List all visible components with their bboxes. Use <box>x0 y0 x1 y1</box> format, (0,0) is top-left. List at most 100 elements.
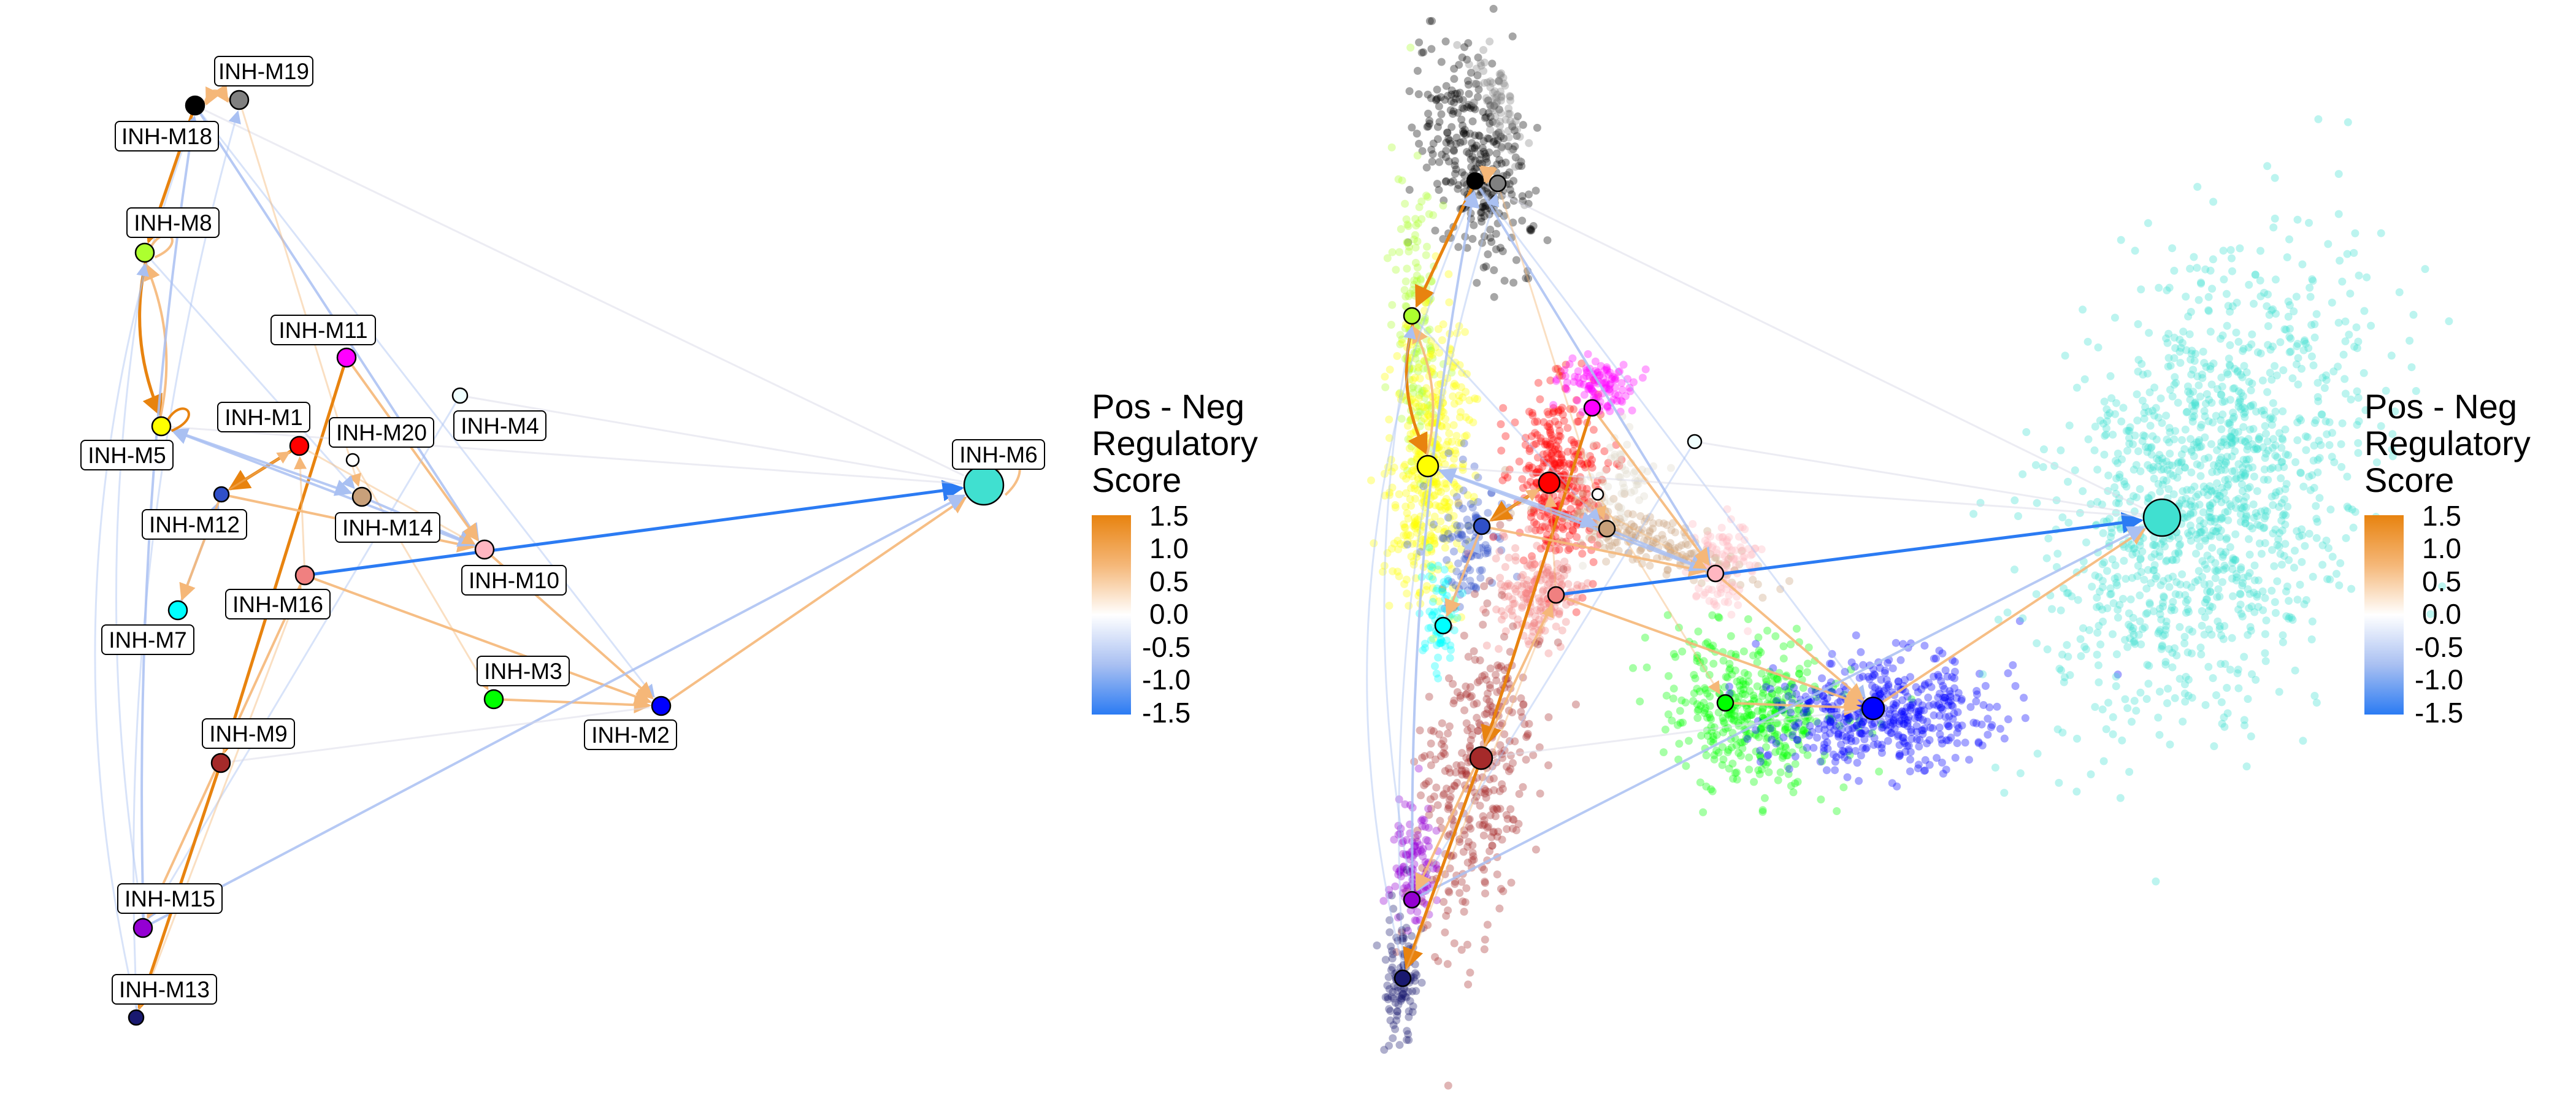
cell-point-inh-m2 <box>1834 699 1842 707</box>
cell-point-inh-m14 <box>1572 477 1581 485</box>
node-inh-m5[interactable] <box>151 416 172 437</box>
cell-point-inh-m1 <box>1554 406 1563 415</box>
cell-point-inh-m9 <box>1474 727 1482 735</box>
cell-point-inh-m10 <box>1709 597 1718 606</box>
cell-point-inh-m20 <box>1616 456 1624 465</box>
node-inh-m12[interactable] <box>213 486 230 503</box>
cell-point-inh-m16 <box>1548 572 1557 580</box>
cell-point-inh-m7 <box>1439 578 1448 586</box>
label-box <box>112 974 217 1005</box>
cell-point-inh-m18 <box>1508 122 1517 131</box>
node-inh-m20[interactable] <box>345 453 360 467</box>
cell-point-inh-m2 <box>1855 673 1864 682</box>
cell-point-inh-m6 <box>2224 302 2233 310</box>
cell-point-inh-m12 <box>1448 533 1457 542</box>
cell-point-inh-m18 <box>1432 96 1440 104</box>
node-inh-m3[interactable] <box>483 689 504 710</box>
cell-point-inh-m6 <box>2310 483 2318 492</box>
cell-point-inh-m6 <box>2287 334 2295 343</box>
cell-point-inh-m5 <box>1384 463 1392 472</box>
cell-point-inh-m6 <box>2109 713 2117 721</box>
cell-point-inh-m5 <box>1430 536 1438 545</box>
cell-point-inh-m6 <box>2043 645 2052 654</box>
cell-point-inh-m5 <box>1428 364 1436 373</box>
cell-point-inh-m7 <box>1438 604 1446 613</box>
node-inh-m15[interactable] <box>132 918 153 938</box>
cell-point-inh-m5 <box>1386 488 1394 497</box>
cell-point-inh-m9 <box>1468 856 1476 865</box>
cell-point-inh-m16 <box>1528 556 1536 564</box>
node-inh-m2[interactable] <box>651 696 672 716</box>
cell-point-inh-m6 <box>2064 589 2072 597</box>
cell-point-inh-m6 <box>2338 277 2347 286</box>
cell-point-inh-m16 <box>1523 562 1531 570</box>
cell-point-inh-m14 <box>1646 528 1654 536</box>
cell-point-inh-m6 <box>2187 308 2195 316</box>
cell-point-inh-m16 <box>1495 547 1504 556</box>
cell-point-inh-m1 <box>1537 437 1546 446</box>
cell-point-inh-m8 <box>1428 354 1437 362</box>
cell-point-inh-m5 <box>1402 489 1410 497</box>
cell-point-inh-m9 <box>1462 682 1470 691</box>
cell-point-inh-m11 <box>1613 397 1621 405</box>
cell-point-inh-m18 <box>1424 109 1432 118</box>
cell-point-inh-m16 <box>1556 643 1565 651</box>
node-inh-m11[interactable] <box>336 347 357 368</box>
cell-point-inh-m9 <box>1417 791 1425 800</box>
cell-point-inh-m11 <box>1599 374 1608 382</box>
cell-point-inh-m10 <box>1705 597 1714 605</box>
node-inh-m19[interactable] <box>229 90 250 110</box>
cell-point-inh-m12 <box>1471 511 1480 519</box>
cell-point-inh-m16 <box>1557 574 1565 583</box>
cell-point-inh-m7 <box>1432 586 1441 595</box>
cell-point-inh-m5 <box>1434 443 1443 451</box>
cell-point-inh-m1 <box>1551 445 1559 454</box>
cell-point-inh-m19 <box>1491 112 1500 121</box>
node-inh-m14[interactable] <box>351 486 372 507</box>
cell-point-inh-m5 <box>1429 594 1438 603</box>
cell-point-inh-m6 <box>2104 471 2113 480</box>
cell-point-inh-m18 <box>1428 158 1436 166</box>
cell-point-inh-m6 <box>2226 396 2234 404</box>
cell-point-inh-m6 <box>2125 768 2134 776</box>
cell-point-inh-m18 <box>1460 104 1468 113</box>
node-inh-m4[interactable] <box>451 387 469 404</box>
node-inh-m7[interactable] <box>167 600 188 621</box>
cell-point-inh-m9 <box>1506 805 1515 813</box>
cell-point-inh-m6 <box>2207 440 2215 448</box>
node-inh-m18[interactable] <box>185 95 205 116</box>
cell-point-inh-m20 <box>1585 499 1593 508</box>
cell-point-inh-m7 <box>1441 580 1450 588</box>
cell-point-inh-m6 <box>2210 742 2218 751</box>
cell-point-inh-m8 <box>1415 359 1424 368</box>
cell-point-inh-m6 <box>2343 472 2352 481</box>
cell-point-inh-m6 <box>2247 732 2255 741</box>
cell-point-inh-m16 <box>1501 627 1510 635</box>
cell-point-inh-m5 <box>1406 531 1414 540</box>
cell-point-inh-m6 <box>2278 458 2287 466</box>
cell-point-inh-m2 <box>1779 733 1788 742</box>
cell-point-inh-m18 <box>1470 144 1479 152</box>
cell-point-inh-m16 <box>1549 575 1557 583</box>
cell-point-inh-m11 <box>1618 386 1627 394</box>
cell-point-inh-m6 <box>2102 725 2110 734</box>
cell-point-inh-m6 <box>2276 550 2285 558</box>
cell-point-inh-m6 <box>2103 417 2111 426</box>
cell-point-inh-m16 <box>1529 627 1538 636</box>
node-inh-m9[interactable] <box>210 753 231 773</box>
cell-point-inh-m1 <box>1573 533 1581 542</box>
cell-point-inh-m12 <box>1462 535 1471 544</box>
cell-point-inh-m13 <box>1389 1034 1397 1043</box>
cell-point-inh-m6 <box>2201 613 2209 621</box>
node-inh-m8[interactable] <box>134 242 155 263</box>
cell-point-inh-m9 <box>1455 838 1464 846</box>
cell-point-inh-m16 <box>1497 615 1506 624</box>
node-inh-m10[interactable] <box>474 539 495 560</box>
node-inh-m13[interactable] <box>128 1009 145 1026</box>
node-inh-m6[interactable] <box>963 464 1005 506</box>
node-inh-m1[interactable] <box>289 435 310 456</box>
cell-point-inh-m6 <box>2183 648 2192 657</box>
node-inh-m16[interactable] <box>294 565 315 586</box>
cell-point-inh-m18 <box>1435 118 1444 126</box>
edge-inh-m8-to-inh-m14 <box>150 259 355 489</box>
